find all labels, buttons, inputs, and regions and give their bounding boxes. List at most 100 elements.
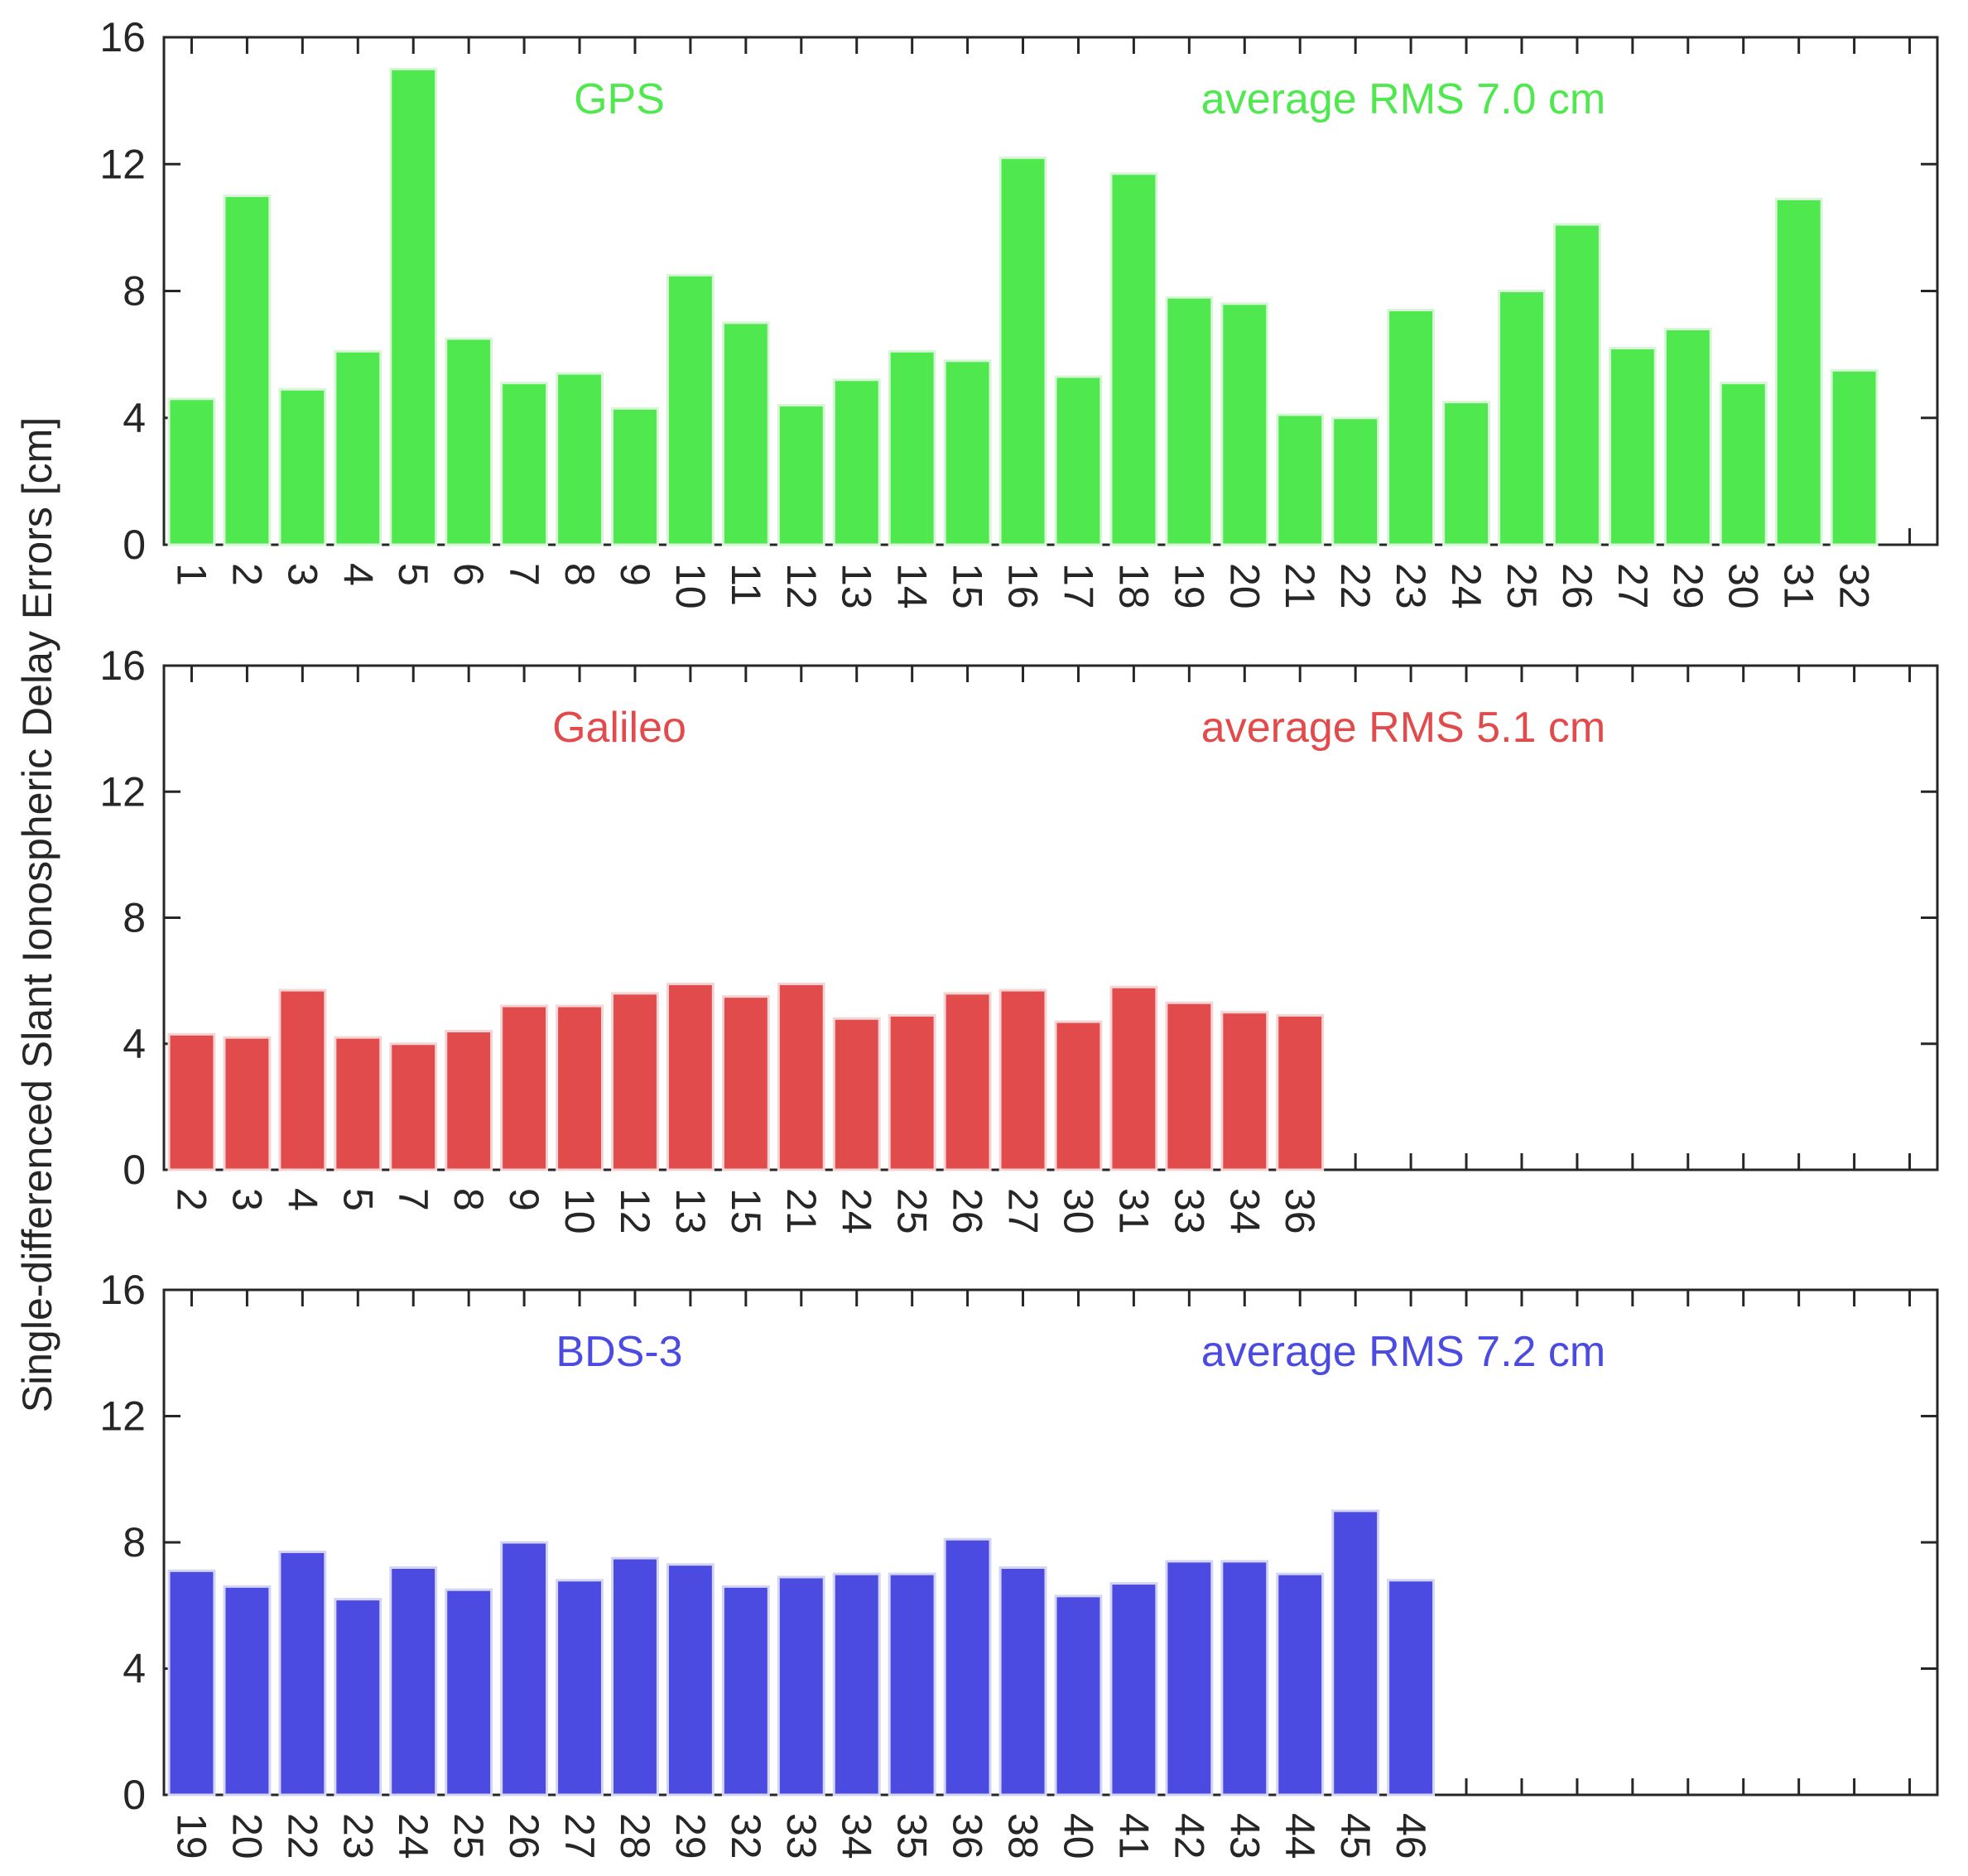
bar-gps-22 xyxy=(1331,416,1380,546)
bar-bds-3-25 xyxy=(445,1588,493,1797)
bar-bds-3-24 xyxy=(389,1566,438,1797)
bar-galileo-3 xyxy=(223,1036,272,1171)
bar-bds-3-36 xyxy=(943,1537,992,1797)
x-tick-label: 5 xyxy=(334,1188,381,1211)
x-tick-label: 5 xyxy=(390,563,436,586)
x-tick-label: 26 xyxy=(1554,563,1600,609)
x-tick-label: 19 xyxy=(1166,563,1212,609)
x-tick-label: 27 xyxy=(1000,1188,1047,1234)
rms-annotation: average RMS 7.2 cm xyxy=(1201,1328,1605,1376)
bar-galileo-36 xyxy=(1276,1013,1325,1171)
bar-gps-8 xyxy=(556,372,604,546)
bar-gps-16 xyxy=(998,156,1047,546)
y-tick-label: 16 xyxy=(99,1267,146,1313)
x-tick-label: 21 xyxy=(1277,563,1323,609)
x-tick-label: 9 xyxy=(501,1188,547,1211)
bar-gps-32 xyxy=(1830,368,1879,546)
bar-galileo-8 xyxy=(445,1030,493,1171)
x-tick-label: 24 xyxy=(834,1188,880,1234)
x-tick-label: 13 xyxy=(667,1188,714,1234)
rms-annotation: average RMS 7.0 cm xyxy=(1201,75,1605,123)
bar-bds-3-46 xyxy=(1387,1579,1436,1797)
x-tick-label: 1 xyxy=(168,563,214,586)
x-tick-label: 29 xyxy=(667,1813,714,1859)
bar-gps-1 xyxy=(167,397,216,546)
x-tick-label: 10 xyxy=(667,563,714,609)
bar-galileo-27 xyxy=(998,989,1047,1171)
bar-bds-3-29 xyxy=(666,1563,715,1797)
y-tick-label: 4 xyxy=(123,1646,146,1692)
x-tick-label: 9 xyxy=(612,563,658,586)
bar-bds-3-41 xyxy=(1109,1582,1158,1797)
x-tick-label: 26 xyxy=(945,1188,991,1234)
bar-galileo-26 xyxy=(943,992,992,1171)
x-tick-label: 2 xyxy=(224,563,270,586)
x-tick-label: 6 xyxy=(445,563,492,586)
x-tick-label: 36 xyxy=(945,1813,991,1859)
bar-bds-3-38 xyxy=(998,1566,1047,1797)
bar-bds-3-20 xyxy=(223,1585,272,1797)
x-tick-label: 29 xyxy=(1665,563,1711,609)
bar-bds-3-35 xyxy=(888,1572,936,1797)
bar-galileo-7 xyxy=(389,1042,438,1171)
x-tick-label: 15 xyxy=(723,1188,769,1234)
rms-annotation: average RMS 5.1 cm xyxy=(1201,704,1605,752)
y-axis-label: Single-differenced Slant Ionospheric Del… xyxy=(14,417,60,1412)
bar-gps-5 xyxy=(389,67,438,546)
bar-gps-24 xyxy=(1442,401,1490,546)
bar-galileo-13 xyxy=(666,982,715,1171)
bar-gps-3 xyxy=(278,387,327,546)
x-tick-label: 44 xyxy=(1277,1813,1323,1859)
bar-galileo-33 xyxy=(1165,1001,1214,1171)
x-tick-label: 32 xyxy=(1831,563,1878,609)
bar-bds-3-19 xyxy=(167,1569,216,1797)
bar-bds-3-40 xyxy=(1054,1595,1103,1797)
x-tick-label: 34 xyxy=(1221,1188,1268,1234)
x-tick-label: 31 xyxy=(1110,1188,1157,1234)
bar-galileo-24 xyxy=(832,1017,881,1171)
bar-gps-4 xyxy=(334,349,383,546)
x-tick-label: 4 xyxy=(279,1188,325,1211)
x-tick-label: 23 xyxy=(1388,563,1434,609)
x-tick-label: 10 xyxy=(556,1188,603,1234)
y-tick-label: 0 xyxy=(123,1147,146,1193)
x-tick-label: 31 xyxy=(1776,563,1822,609)
bar-bds-3-34 xyxy=(832,1572,881,1797)
x-tick-label: 45 xyxy=(1332,1813,1379,1859)
bar-gps-15 xyxy=(943,359,992,546)
bar-bds-3-42 xyxy=(1165,1560,1214,1797)
y-tick-label: 0 xyxy=(123,1772,146,1818)
x-tick-label: 30 xyxy=(1720,563,1767,609)
y-tick-label: 8 xyxy=(123,268,146,315)
bar-gps-18 xyxy=(1109,172,1158,546)
y-tick-label: 16 xyxy=(99,642,146,689)
x-tick-label: 28 xyxy=(612,1813,658,1859)
x-tick-label: 2 xyxy=(168,1188,214,1211)
bar-galileo-12 xyxy=(611,992,659,1171)
x-tick-label: 11 xyxy=(723,563,769,606)
bar-galileo-10 xyxy=(556,1004,604,1171)
x-tick-label: 40 xyxy=(1055,1813,1101,1859)
x-tick-label: 4 xyxy=(334,563,381,586)
bar-bds-3-28 xyxy=(611,1556,659,1797)
x-tick-label: 8 xyxy=(445,1188,492,1211)
y-tick-label: 12 xyxy=(99,141,146,187)
x-tick-label: 26 xyxy=(501,1813,547,1859)
y-tick-label: 12 xyxy=(99,1393,146,1440)
y-tick-label: 4 xyxy=(123,395,146,441)
x-tick-label: 16 xyxy=(1000,563,1047,609)
bar-gps-25 xyxy=(1498,290,1546,546)
x-tick-label: 34 xyxy=(834,1813,880,1859)
x-tick-label: 7 xyxy=(390,1188,436,1211)
bar-bds-3-27 xyxy=(556,1579,604,1797)
bar-galileo-31 xyxy=(1109,985,1158,1171)
bar-gps-17 xyxy=(1054,375,1103,546)
x-tick-label: 36 xyxy=(1277,1188,1323,1234)
bar-gps-19 xyxy=(1165,296,1214,546)
bar-bds-3-45 xyxy=(1331,1509,1380,1797)
x-tick-label: 3 xyxy=(279,563,325,586)
